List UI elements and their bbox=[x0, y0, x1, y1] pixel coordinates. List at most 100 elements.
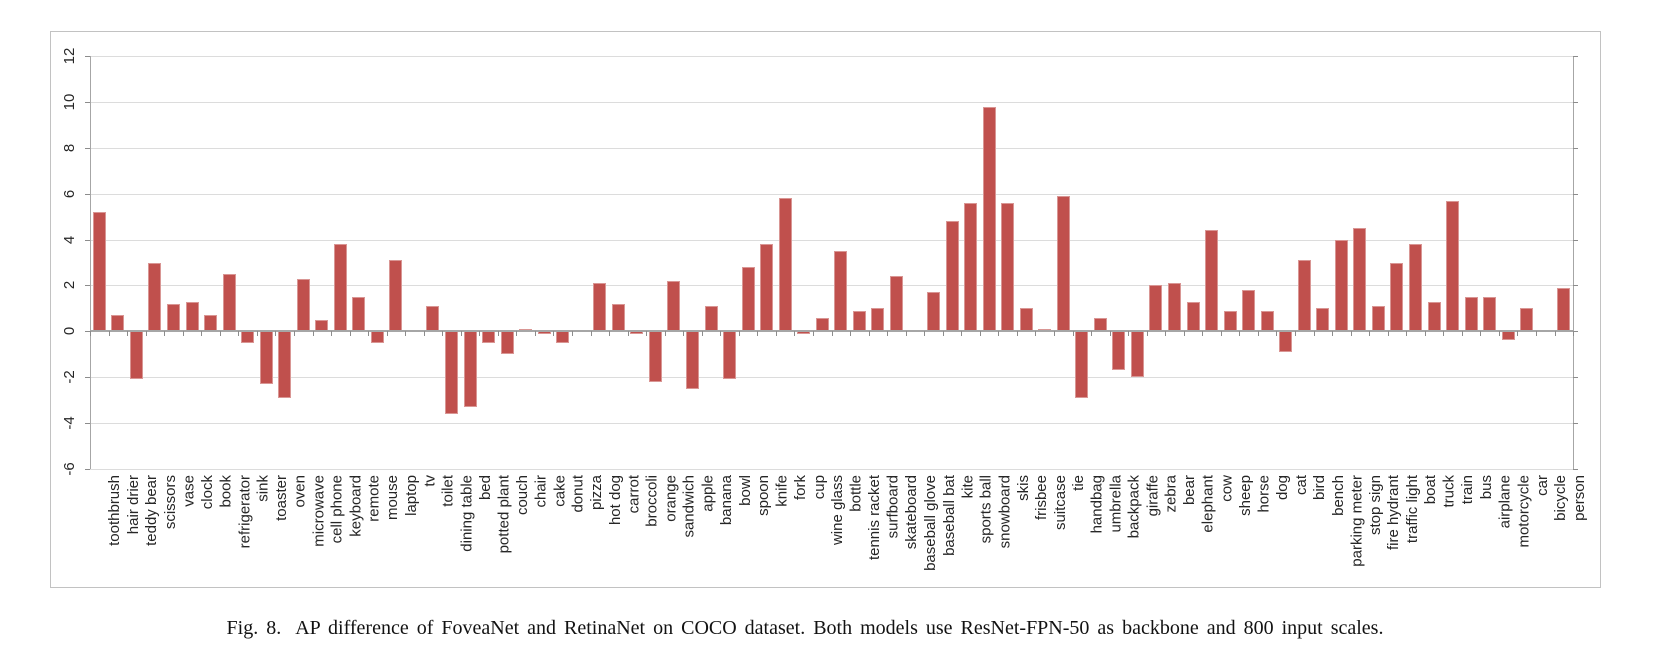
x-axis-category-label: umbrella bbox=[1107, 475, 1125, 533]
category-axis-tick bbox=[145, 331, 147, 337]
x-axis-category-label: skis bbox=[1014, 475, 1032, 501]
figure-caption: Fig. 8. AP difference of FoveaNet and Ret… bbox=[55, 617, 1555, 640]
y-axis-tick bbox=[85, 285, 90, 287]
bar-bench bbox=[1316, 308, 1330, 332]
category-axis-tick bbox=[775, 331, 777, 337]
bar-refrigerator bbox=[222, 274, 236, 332]
category-axis-tick bbox=[1072, 331, 1074, 337]
category-axis-tick bbox=[1165, 331, 1167, 337]
category-axis-tick bbox=[1443, 331, 1445, 337]
category-axis-tick bbox=[479, 331, 481, 337]
category-axis-tick bbox=[497, 331, 499, 337]
bar-keyboard bbox=[333, 244, 347, 332]
x-axis-category-label: cow bbox=[1218, 475, 1236, 502]
bar-sheep bbox=[1223, 310, 1237, 332]
x-axis-category-label: truck bbox=[1441, 475, 1458, 508]
category-axis-tick bbox=[961, 331, 963, 337]
bar-fire-hydrant bbox=[1371, 306, 1385, 332]
category-axis-tick bbox=[646, 331, 648, 337]
x-axis-category-label: tie bbox=[1070, 475, 1088, 491]
x-axis-category-label: toothbrush bbox=[106, 475, 124, 546]
bar-mouse bbox=[370, 331, 384, 343]
bar-airplane bbox=[1483, 296, 1497, 332]
bar-spoon bbox=[741, 267, 755, 332]
x-axis-category-label: bottle bbox=[847, 475, 865, 512]
category-axis-tick bbox=[349, 331, 351, 337]
bar-kite bbox=[945, 221, 959, 332]
x-axis-category-label: hot dog bbox=[606, 475, 624, 526]
bar-orange bbox=[648, 331, 662, 382]
category-axis-tick bbox=[794, 331, 796, 337]
bar-potted-plant bbox=[482, 331, 496, 343]
y-axis-tick-label: 12 bbox=[61, 47, 78, 65]
x-axis-category-label: cake bbox=[551, 475, 569, 507]
category-axis-tick bbox=[1202, 331, 1204, 337]
category-axis-tick bbox=[182, 331, 184, 337]
x-axis-category-label: airplane bbox=[1496, 475, 1514, 529]
y-axis-tick-label: 0 bbox=[61, 327, 78, 336]
bar-fork bbox=[778, 198, 792, 332]
x-axis-category-label: broccoli bbox=[643, 475, 661, 527]
category-axis-tick bbox=[1220, 331, 1222, 337]
chart-frame: 12 10 8 6 4 2 0 -2 -4 -6 toothbrush hair drier teddy… bbox=[50, 31, 1601, 588]
x-axis-category-label: traffic light bbox=[1403, 475, 1421, 544]
x-axis-category-label: skateboard bbox=[903, 475, 921, 550]
category-axis-tick bbox=[1239, 331, 1241, 337]
bar-backpack bbox=[1112, 331, 1126, 371]
bar-parking-meter bbox=[1334, 239, 1348, 332]
bar-traffic-light bbox=[1390, 262, 1404, 332]
y-axis-tick-label: 2 bbox=[61, 281, 78, 290]
x-axis-category-label: orange bbox=[662, 475, 680, 522]
category-axis-tick bbox=[405, 331, 407, 337]
bar-microwave bbox=[296, 278, 310, 332]
figure-caption-text: AP difference of FoveaNet and RetinaNet … bbox=[295, 617, 1384, 639]
bar-remote bbox=[352, 296, 366, 332]
category-axis-tick bbox=[423, 331, 425, 337]
x-axis-category-label: couch bbox=[514, 475, 532, 516]
bar-toilet bbox=[426, 306, 440, 332]
bar-bowl bbox=[723, 331, 736, 380]
category-axis-tick bbox=[1183, 331, 1185, 337]
y-axis-tick-label: -4 bbox=[61, 416, 78, 430]
x-axis-category-label: sports ball bbox=[977, 475, 995, 544]
category-axis-tick bbox=[1257, 331, 1259, 337]
category-axis-tick bbox=[1424, 331, 1426, 337]
bar-snowboard bbox=[982, 106, 996, 332]
y-axis-tick-right bbox=[1573, 101, 1578, 103]
category-axis-tick bbox=[701, 331, 703, 337]
category-axis-tick bbox=[1387, 331, 1389, 337]
category-axis-tick bbox=[312, 331, 314, 337]
bar-elephant bbox=[1186, 301, 1200, 332]
category-axis-tick bbox=[1332, 331, 1333, 337]
bar-frisbee bbox=[1019, 308, 1033, 332]
category-axis-tick bbox=[979, 331, 981, 337]
bar-horse bbox=[1242, 290, 1256, 332]
x-axis-category-label: bird bbox=[1311, 475, 1329, 501]
bar-banana bbox=[704, 306, 718, 332]
bar-apple bbox=[686, 331, 699, 389]
x-axis-category-label: stop sign bbox=[1366, 475, 1384, 536]
category-axis-tick bbox=[868, 331, 870, 337]
category-axis-tick bbox=[1294, 331, 1296, 337]
bar-dining-table bbox=[445, 331, 458, 414]
bar-book bbox=[204, 315, 217, 332]
x-axis-category-label: keyboard bbox=[347, 475, 365, 537]
bar-tennis-racket bbox=[852, 310, 866, 332]
x-axis-category-label: dining table bbox=[458, 475, 476, 552]
bar-hair-drier bbox=[111, 315, 125, 332]
category-axis-tick bbox=[1573, 331, 1574, 337]
x-axis-category-label: handbag bbox=[1088, 475, 1106, 534]
category-axis-tick bbox=[664, 331, 666, 337]
category-axis-tick bbox=[1276, 331, 1278, 337]
category-axis-tick bbox=[516, 331, 518, 337]
category-axis-tick bbox=[1350, 331, 1352, 337]
y-axis-tick bbox=[85, 147, 90, 149]
x-axis-category-label: chair bbox=[532, 475, 550, 508]
category-axis-tick bbox=[368, 331, 370, 337]
category-axis-tick bbox=[850, 331, 851, 337]
x-axis-category-label: backpack bbox=[1125, 475, 1143, 539]
x-axis-category-label: tv bbox=[421, 475, 439, 487]
bar-dog bbox=[1260, 310, 1274, 332]
gridline bbox=[90, 423, 1573, 425]
bar-tie bbox=[1056, 196, 1070, 332]
